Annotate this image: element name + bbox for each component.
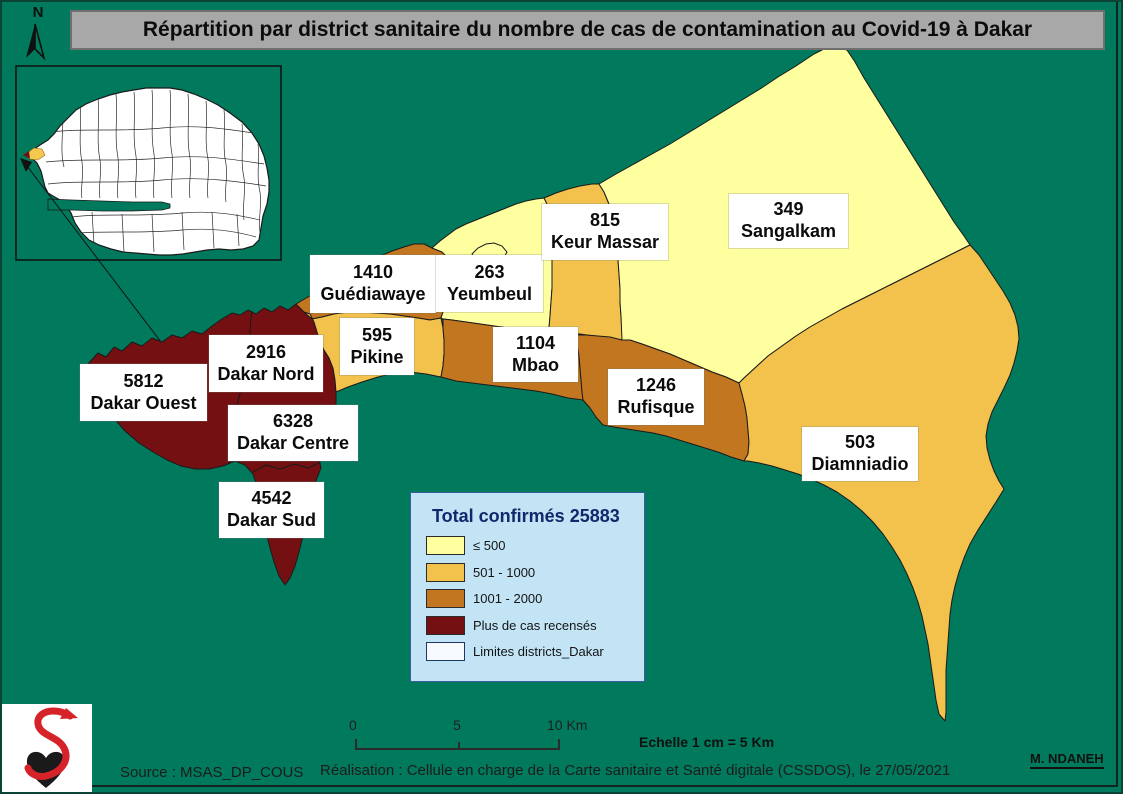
inset-dakar-dot xyxy=(23,151,30,159)
label-value: 4542 xyxy=(251,488,292,509)
inset-leader-line xyxy=(26,165,165,347)
label-name: Keur Massar xyxy=(550,232,660,252)
label-name: Dakar Nord xyxy=(217,363,315,384)
map-label-dakar-sud: 4542 Dakar Sud xyxy=(219,482,324,538)
label-name: Dakar Ouest xyxy=(90,392,197,413)
label-value: 1104 xyxy=(515,332,556,353)
label-name: Mbao xyxy=(512,354,559,375)
legend-label: 501 - 1000 xyxy=(473,564,536,580)
legend-label: Plus de cas recensés xyxy=(473,617,597,633)
inset-frame xyxy=(15,65,282,261)
legend-item: ≤ 500 xyxy=(426,536,644,555)
inset-dakar-highlight xyxy=(25,147,46,161)
label-value: 263 xyxy=(474,261,505,282)
map-label-dakar-centre: 6328 Dakar Centre xyxy=(228,405,358,461)
legend-label: Limites districts_Dakar xyxy=(473,644,604,659)
inset-map xyxy=(15,65,282,347)
map-label-guediawaye: 1410 Guédiawaye xyxy=(310,255,436,313)
realisation-text: Réalisation : Cellule en charge de la Ca… xyxy=(320,762,951,779)
label-value: 815 xyxy=(589,210,621,231)
map-label-dakar-nord: 2916 Dakar Nord xyxy=(209,335,323,392)
title-bar: Répartition par district sanitaire du no… xyxy=(70,10,1105,50)
district-diamniadio xyxy=(738,244,1020,722)
author-signature: M. NDANEH xyxy=(1030,751,1104,769)
legend-item: 1001 - 2000 xyxy=(426,589,644,608)
label-value: 1246 xyxy=(635,375,677,396)
legend-swatch-c3 xyxy=(426,589,465,608)
label-name: Guédiawaye xyxy=(320,284,426,304)
label-name: Diamniadio xyxy=(811,454,909,474)
north-arrow-icon xyxy=(26,23,46,61)
map-label-dakar-ouest: 5812 Dakar Ouest xyxy=(80,364,207,421)
label-value: 5812 xyxy=(123,370,164,391)
label-name: Pikine xyxy=(350,346,404,367)
label-value: 503 xyxy=(844,432,876,453)
source-text: Source : MSAS_DP_COUS xyxy=(120,764,304,781)
label-name: Dakar Sud xyxy=(226,510,317,530)
legend-item: Limites districts_Dakar xyxy=(426,642,644,661)
legend-swatch-c2 xyxy=(426,562,465,582)
scale-note: Echelle 1 cm = 5 Km xyxy=(639,734,775,750)
map-label-mbao: 1104 Mbao xyxy=(493,327,578,382)
map-label-rufisque: 1246 Rufisque xyxy=(608,369,704,425)
scale-bar xyxy=(355,739,560,750)
label-name: Dakar Centre xyxy=(236,433,350,453)
legend-item: 501 - 1000 xyxy=(426,562,644,582)
snake-heart-icon xyxy=(24,707,78,788)
label-name: Yeumbeul xyxy=(446,283,533,304)
legend-item: Plus de cas recensés xyxy=(426,615,644,635)
legend-label: 1001 - 2000 xyxy=(473,591,543,606)
scale-tick-label-0: 0 xyxy=(349,717,357,733)
boundary-dakar-centre-sud xyxy=(252,462,320,473)
gambia-gap xyxy=(47,198,171,212)
label-value: 595 xyxy=(361,324,393,345)
legend-swatch-limits xyxy=(426,642,465,661)
legend-title: Total confirmés 25883 xyxy=(432,506,620,526)
page-title: Répartition par district sanitaire du no… xyxy=(142,18,1033,41)
msas-logo xyxy=(2,704,92,792)
map-label-sangalkam: 349 Sangalkam xyxy=(729,194,848,248)
legend: Total confirmés 25883 ≤ 500 501 - 1000 1… xyxy=(410,492,645,682)
map-label-yeumbeul: 263 Yeumbeul xyxy=(436,255,543,312)
label-name: Sangalkam xyxy=(740,221,837,241)
label-value: 349 xyxy=(773,199,804,220)
label-value: 2916 xyxy=(245,341,287,362)
label-value: 1410 xyxy=(352,262,394,283)
legend-swatch-max xyxy=(426,615,465,635)
label-value: 6328 xyxy=(272,411,314,432)
inset-leader-arrowhead xyxy=(20,158,32,172)
scale-tick-label-5: 5 xyxy=(453,717,461,733)
north-label: N xyxy=(32,4,44,21)
legend-swatch-c1 xyxy=(426,536,465,555)
legend-label: ≤ 500 xyxy=(473,538,506,553)
senegal-district-boundaries xyxy=(45,89,267,253)
map-label-pikine: 595 Pikine xyxy=(340,318,414,375)
scale-bar-mid-tick xyxy=(457,742,460,748)
scale-tick-label-10: 10 Km xyxy=(547,717,588,733)
map-label-keur-massar: 815 Keur Massar xyxy=(542,204,668,260)
map-label-diamniadio: 503 Diamniadio xyxy=(802,427,918,481)
senegal-country-shape xyxy=(29,87,270,256)
north-arrow: N xyxy=(16,4,60,64)
label-name: Rufisque xyxy=(617,397,695,417)
